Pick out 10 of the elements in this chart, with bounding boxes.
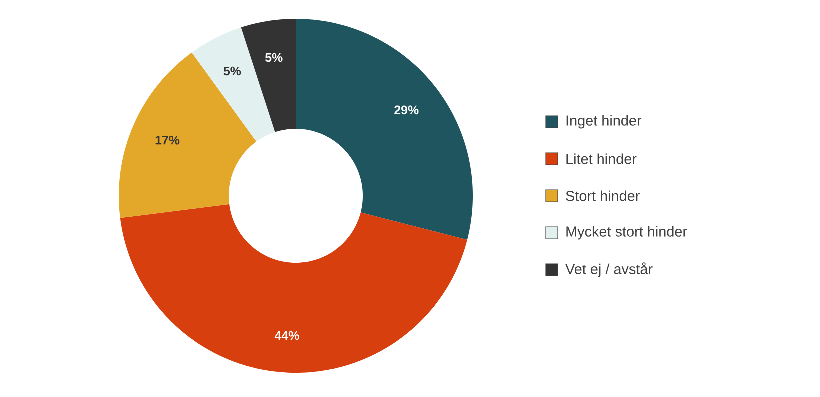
data-label: 17% xyxy=(156,136,180,145)
data-label: 44% xyxy=(274,331,300,340)
data-label: 29% xyxy=(394,106,419,115)
legend-label: Vet ej / avstår xyxy=(566,262,653,278)
legend-label: Stort hinder xyxy=(566,190,640,202)
legend-label: Litet hinder xyxy=(566,154,637,164)
legend-label: Inget hinder xyxy=(566,115,642,129)
data-label: 5% xyxy=(224,66,242,76)
legend-label: Mycket stort hinder xyxy=(566,226,688,240)
data-label: 5% xyxy=(265,53,283,62)
